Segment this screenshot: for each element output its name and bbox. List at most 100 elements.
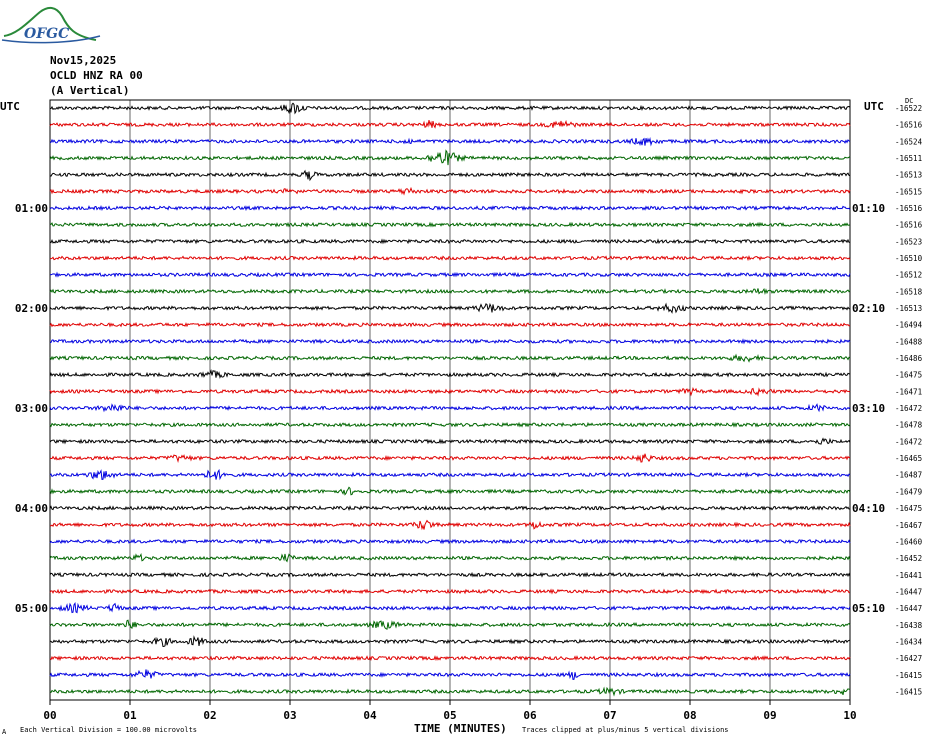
dc-offset-label: -16487 xyxy=(895,471,922,480)
right-time-label: 01:10 xyxy=(852,202,885,215)
dc-offset-label: -16465 xyxy=(895,454,922,463)
trace-line xyxy=(49,669,851,680)
dc-offset-label: -16479 xyxy=(895,487,922,496)
trace-line xyxy=(49,386,851,397)
trace-line xyxy=(49,468,851,481)
trace-line xyxy=(49,302,851,314)
dc-offset-label: -16438 xyxy=(895,621,923,630)
dc-offset-label: -16415 xyxy=(895,671,922,680)
dc-offset-label: -16434 xyxy=(895,637,923,646)
trace-line xyxy=(49,119,851,129)
utc-right-label: UTC xyxy=(864,100,884,113)
dc-offset-label: -16513 xyxy=(895,171,922,180)
x-tick-label: 01 xyxy=(123,709,137,722)
dc-offset-label: -16467 xyxy=(895,521,922,530)
left-time-label: 05:00 xyxy=(15,602,48,615)
left-time-label: 02:00 xyxy=(15,302,48,315)
footer-mark: A xyxy=(2,728,7,736)
logo-text: OFGC xyxy=(24,26,70,42)
dc-offset-label: -16522 xyxy=(895,104,922,113)
scale-note: Each Vertical Division = 100.00 microvol… xyxy=(20,726,198,734)
dc-offset-label: -16494 xyxy=(895,321,923,330)
trace-line xyxy=(49,486,851,496)
dc-offset-label: -16475 xyxy=(895,371,922,380)
dc-offset-label: -16524 xyxy=(895,137,923,146)
dc-offset-label: -16516 xyxy=(895,121,923,130)
plot-date: Nov15,2025 xyxy=(50,54,117,67)
dc-offset-label: -16515 xyxy=(895,187,922,196)
trace-line xyxy=(49,403,851,413)
dc-offset-label: -16447 xyxy=(895,587,922,596)
dc-offset-label: -16513 xyxy=(895,304,922,313)
dc-offset-label: -16488 xyxy=(895,337,923,346)
dc-offset-label: -16427 xyxy=(895,654,922,663)
dc-offset-label: -16472 xyxy=(895,404,922,413)
dc-offset-label: -16472 xyxy=(895,437,922,446)
dc-offset-label: -16523 xyxy=(895,237,922,246)
dc-offset-label: -16510 xyxy=(895,254,923,263)
dc-offset-label: -16441 xyxy=(895,571,922,580)
trace-line xyxy=(49,437,851,445)
dc-offset-label: -16452 xyxy=(895,554,922,563)
trace-line xyxy=(49,186,851,196)
trace-line xyxy=(49,353,851,363)
logo xyxy=(1,6,101,44)
right-time-label: 04:10 xyxy=(852,502,885,515)
x-tick-label: 07 xyxy=(603,709,616,722)
trace-line xyxy=(49,619,851,630)
x-tick-label: 09 xyxy=(763,709,776,722)
trace-line xyxy=(49,271,851,278)
trace-line xyxy=(49,149,851,166)
dc-offset-label: -16478 xyxy=(895,421,923,430)
trace-line xyxy=(49,552,851,563)
trace-line xyxy=(49,519,851,531)
x-tick-label: 03 xyxy=(283,709,296,722)
x-tick-label: 05 xyxy=(443,709,456,722)
trace-line xyxy=(49,655,851,662)
dc-offset-label: -16447 xyxy=(895,604,922,613)
trace-line xyxy=(49,504,851,511)
trace-line xyxy=(49,102,851,115)
trace-line xyxy=(49,686,851,697)
trace-line xyxy=(49,287,851,296)
x-tick-label: 04 xyxy=(363,709,377,722)
x-axis-title: TIME (MINUTES) xyxy=(414,722,507,735)
x-tick-label: 02 xyxy=(203,709,216,722)
left-time-label: 01:00 xyxy=(15,202,48,215)
trace-line xyxy=(49,254,851,262)
x-tick-label: 00 xyxy=(43,709,56,722)
trace-line xyxy=(49,321,851,328)
dc-offset-label: -16516 xyxy=(895,204,923,213)
trace-line xyxy=(49,601,851,614)
trace-line xyxy=(49,238,851,245)
clip-note: Traces clipped at plus/minus 5 vertical … xyxy=(522,726,729,734)
station-channel: OCLD HNZ RA 00 xyxy=(50,69,143,82)
right-time-label: 02:10 xyxy=(852,302,885,315)
dc-offset-label: -16460 xyxy=(895,537,923,546)
dc-offset-label: -16415 xyxy=(895,687,922,696)
trace-line xyxy=(49,571,851,578)
trace-line xyxy=(49,538,851,545)
trace-line xyxy=(49,588,851,595)
dc-offset-label: -16471 xyxy=(895,387,922,396)
trace-line xyxy=(49,221,851,228)
component-label: (A Vertical) xyxy=(50,84,130,97)
trace-line xyxy=(49,453,851,463)
dc-offset-label: -16486 xyxy=(895,354,923,363)
logo-swoosh xyxy=(1,35,101,44)
trace-line xyxy=(49,136,851,147)
dc-offset-label: -16475 xyxy=(895,504,922,513)
dc-offset-label: -16516 xyxy=(895,221,923,230)
logo-mountain xyxy=(3,6,97,41)
utc-left-label: UTC xyxy=(0,100,20,113)
trace-line xyxy=(49,338,851,345)
left-time-label: 03:00 xyxy=(15,402,48,415)
dc-offset-label: -16511 xyxy=(895,154,922,163)
trace-line xyxy=(49,369,851,379)
dc-label: DC xyxy=(905,97,914,105)
trace-line xyxy=(49,169,851,182)
right-time-label: 05:10 xyxy=(852,602,885,615)
dc-offset-label: -16518 xyxy=(895,287,923,296)
trace-line xyxy=(49,421,851,428)
